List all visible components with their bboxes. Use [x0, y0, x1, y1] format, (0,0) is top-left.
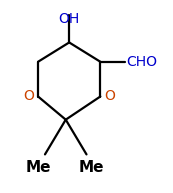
Text: Me: Me — [79, 160, 104, 175]
Text: OH: OH — [59, 12, 80, 26]
Text: O: O — [24, 90, 35, 103]
Text: CHO: CHO — [126, 55, 157, 69]
Text: Me: Me — [25, 160, 51, 175]
Text: O: O — [104, 90, 115, 103]
